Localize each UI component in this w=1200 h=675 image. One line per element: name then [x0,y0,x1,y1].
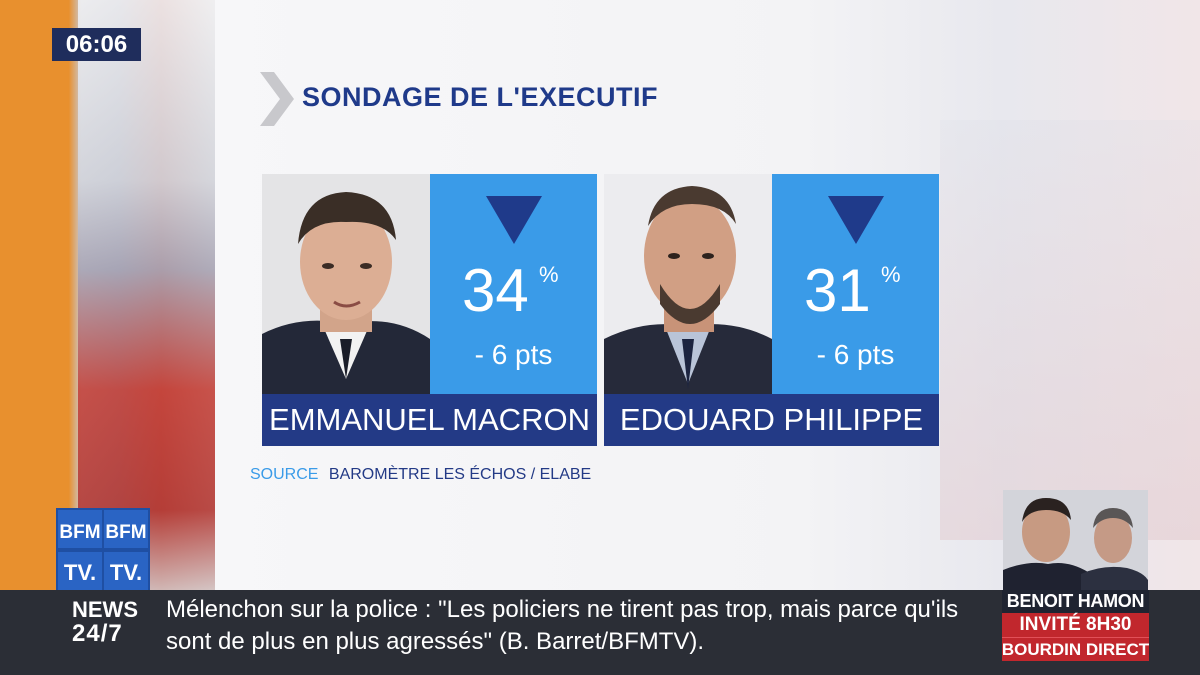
down-arrow-icon [828,196,884,244]
approval-change: - 6 pts [816,339,895,370]
clock: 06:06 [52,28,141,61]
logo-text: TV. [110,560,142,585]
logo-text: TV. [64,560,96,585]
news-ticker-bar [0,590,1200,675]
down-arrow-icon [486,196,542,244]
ticker-headline: Mélenchon sur la police : "Les policiers… [166,596,959,655]
channel-tag: NEWS 24/7 [72,598,144,646]
guest-name: BENOIT HAMON [1002,590,1149,613]
source-label: SOURCE [250,466,319,483]
bfmtv-logo: BFM BFM TV. TV. [56,508,150,592]
poll-card-philippe: 31 % - 6 pts EDOUARD PHILIPPE [604,174,939,446]
portrait-photo [604,174,772,394]
guest-invite-time: INVITÉ 8H30 [1002,613,1149,637]
guest-banner: BENOIT HAMON INVITÉ 8H30 BOURDIN DIRECT [1002,590,1149,661]
approval-value: 31 [804,257,871,324]
percent-sign: % [539,262,559,287]
approval-value: 34 [462,257,529,324]
poll-card-macron: 34 % - 6 pts EMMANUEL MACRON [262,174,597,446]
guest-photo [1003,490,1148,590]
guest-show-name: BOURDIN DIRECT [1002,637,1149,661]
channel-tag-line1: NEWS [72,597,138,622]
poll-stat-box: 31 % - 6 pts [772,174,939,394]
portrait-photo [262,174,430,394]
logo-text: BFM [59,522,100,543]
approval-change: - 6 pts [474,339,553,370]
source-line: SOURCE BAROMÈTRE LES ÉCHOS / ELABE [250,466,591,484]
percent-sign: % [881,262,901,287]
logo-text: BFM [105,522,146,543]
chevron-right-icon [260,72,294,126]
person-name: EMMANUEL MACRON [262,394,597,446]
background-left-panel [0,0,215,600]
source-value: BAROMÈTRE LES ÉCHOS / ELABE [328,466,592,483]
page-title: SONDAGE DE L'EXECUTIF [302,82,658,112]
person-name: EDOUARD PHILIPPE [604,394,939,446]
poll-stat-box: 34 % - 6 pts [430,174,597,394]
channel-tag-line2: 24/7 [72,620,123,647]
